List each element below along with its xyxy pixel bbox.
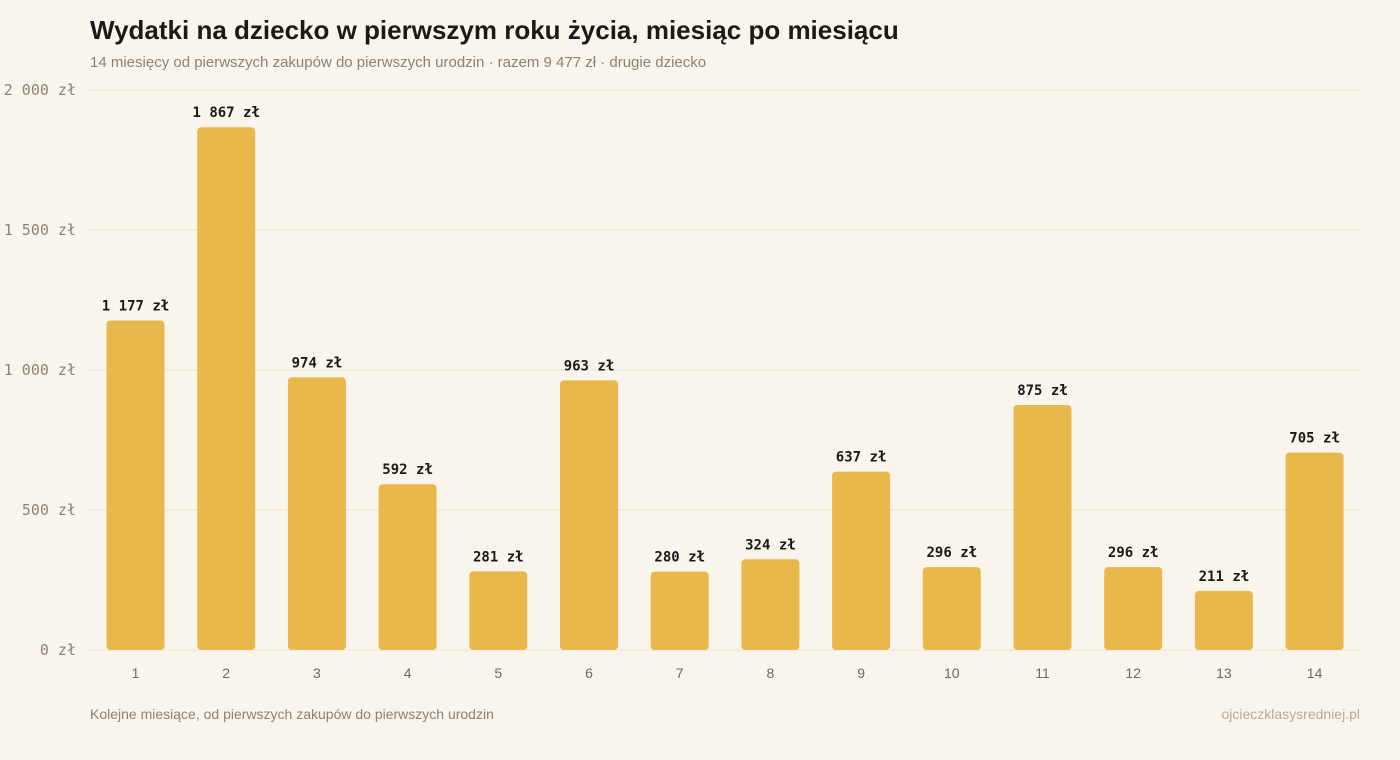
data-label: 1 867 zł: [192, 105, 259, 121]
data-label: 281 zł: [473, 549, 524, 565]
x-tick-label: 5: [494, 665, 502, 681]
bar: [1013, 405, 1072, 650]
x-tick-label: 1: [132, 665, 140, 681]
data-label: 211 zł: [1199, 569, 1250, 585]
source-credit: ojcieczklasysredniej.pl: [1221, 706, 1360, 722]
data-label: 637 zł: [836, 450, 887, 466]
x-tick-label: 12: [1125, 665, 1141, 681]
bar: [469, 571, 528, 650]
bar: [1194, 590, 1253, 650]
data-label: 296 zł: [927, 545, 978, 561]
x-axis-ticks: 1 2 3 4 5 6 7 8 9 10 11 12 13 14: [132, 665, 1323, 681]
x-axis-caption: Kolejne miesiące, od pierwszych zakupów …: [90, 706, 494, 722]
x-tick-label: 3: [313, 665, 321, 681]
bar: [832, 471, 891, 650]
bars: [106, 127, 1344, 651]
gridlines: [90, 89, 1360, 651]
x-tick-label: 13: [1216, 665, 1232, 681]
bar: [560, 380, 618, 650]
chart-title: Wydatki na dziecko w pierwszym roku życi…: [90, 15, 899, 45]
x-tick-label: 4: [404, 665, 412, 681]
bar: [650, 571, 709, 650]
x-tick-label: 11: [1035, 665, 1050, 681]
y-tick-label: 1 000 zł: [4, 361, 76, 379]
bar: [922, 567, 981, 650]
bar: [1285, 452, 1344, 650]
bar: [106, 320, 165, 650]
x-tick-label: 14: [1307, 665, 1323, 681]
data-label: 974 zł: [292, 355, 343, 371]
data-labels: 1 177 zł 1 867 zł 974 zł 592 zł 281 zł 963 zł…: [102, 105, 1340, 585]
data-label: 324 zł: [745, 537, 796, 553]
data-label: 963 zł: [564, 358, 615, 374]
bar: [741, 559, 800, 650]
x-tick-label: 7: [676, 665, 684, 681]
data-label: 280 zł: [654, 550, 705, 566]
x-tick-label: 6: [585, 665, 593, 681]
data-label: 296 zł: [1108, 545, 1159, 561]
y-tick-label: 2 000 zł: [4, 81, 76, 99]
data-label: 1 177 zł: [102, 298, 169, 314]
bar: [287, 377, 346, 650]
y-tick-label: 500 zł: [22, 501, 76, 519]
y-axis-ticks: 0 zł 500 zł 1 000 zł 1 500 zł 2 000 zł: [4, 81, 76, 659]
y-tick-label: 1 500 zł: [4, 221, 76, 239]
bar: [378, 484, 437, 650]
x-tick-label: 10: [944, 665, 960, 681]
data-label: 875 zł: [1017, 383, 1068, 399]
y-tick-label: 0 zł: [40, 641, 76, 659]
chart-subtitle: 14 miesięcy od pierwszych zakupów do pie…: [90, 54, 707, 71]
x-tick-label: 9: [857, 665, 865, 681]
x-tick-label: 8: [767, 665, 775, 681]
bar: [1104, 567, 1163, 650]
x-tick-label: 2: [222, 665, 230, 681]
bar: [197, 127, 256, 651]
data-label: 705 zł: [1289, 431, 1340, 447]
data-label: 592 zł: [382, 462, 433, 478]
